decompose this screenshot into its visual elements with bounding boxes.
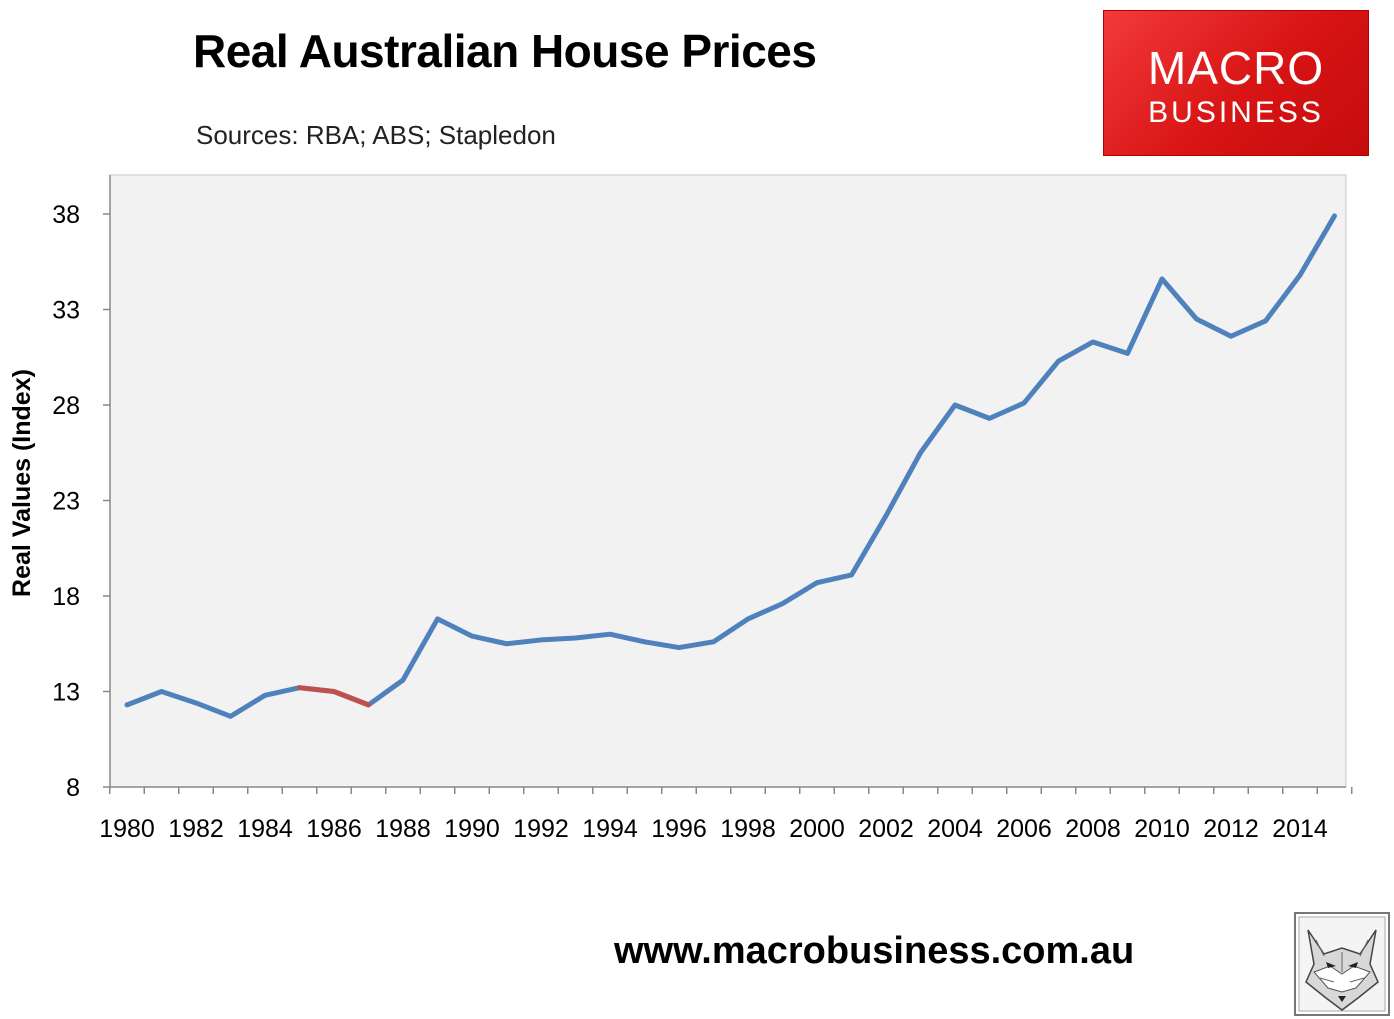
data-point bbox=[437, 618, 438, 620]
data-point bbox=[609, 633, 611, 635]
x-tick-label: 1982 bbox=[168, 815, 224, 843]
data-point bbox=[161, 691, 162, 692]
data-point bbox=[1023, 402, 1025, 404]
x-tick-label: 2008 bbox=[1065, 815, 1121, 843]
data-point bbox=[920, 452, 921, 454]
chart-sources: Sources: RBA; ABS; Stapledon bbox=[196, 120, 556, 150]
tick-labels: 8 13 18 23 28 33 38 1980 1982 1984 1986 1988 1990 199… bbox=[52, 201, 1328, 843]
data-point bbox=[782, 603, 783, 605]
chart-title: Real Australian House Prices bbox=[193, 25, 817, 77]
data-point bbox=[747, 618, 749, 620]
x-tick-label: 2010 bbox=[1134, 815, 1190, 843]
data-point bbox=[885, 515, 887, 517]
data-point bbox=[575, 637, 576, 639]
x-tick-label: 2000 bbox=[789, 815, 845, 843]
y-tick-label: 33 bbox=[52, 297, 80, 325]
data-point bbox=[1161, 278, 1163, 280]
data-point bbox=[264, 694, 266, 696]
data-point bbox=[1230, 335, 1232, 337]
y-tick-label: 13 bbox=[52, 679, 80, 707]
website-url: www.macrobusiness.com.au bbox=[614, 930, 1135, 972]
data-point bbox=[1196, 318, 1197, 320]
data-point bbox=[1092, 341, 1094, 343]
x-tick-label: 2004 bbox=[927, 815, 983, 843]
fox-logo-icon bbox=[1294, 912, 1390, 1016]
macrobusiness-logo: MACRO BUSINESS bbox=[1103, 10, 1369, 156]
data-point bbox=[1299, 274, 1301, 276]
x-tick-label: 2012 bbox=[1203, 815, 1259, 843]
data-point bbox=[1334, 215, 1335, 217]
data-point bbox=[678, 647, 680, 649]
data-point bbox=[644, 641, 645, 643]
series-lines bbox=[124, 213, 1337, 719]
logo-line-macro: MACRO bbox=[1147, 42, 1325, 94]
data-point bbox=[540, 639, 542, 641]
data-point bbox=[506, 643, 507, 645]
plot-area bbox=[109, 174, 1347, 788]
data-point bbox=[1058, 360, 1059, 362]
x-tick-label: 1994 bbox=[582, 815, 638, 843]
x-tick-label: 1996 bbox=[651, 815, 707, 843]
data-point bbox=[954, 404, 956, 406]
x-tick-label: 1998 bbox=[720, 815, 776, 843]
data-point bbox=[851, 574, 852, 576]
data-point bbox=[195, 702, 197, 704]
data-point bbox=[126, 704, 128, 706]
x-tick-label: 2014 bbox=[1272, 815, 1328, 843]
x-tick-label: 1990 bbox=[444, 815, 500, 843]
x-tick-label: 1986 bbox=[306, 815, 362, 843]
logo-line-business: BUSINESS bbox=[1148, 96, 1324, 129]
y-tick-label: 8 bbox=[66, 774, 80, 802]
data-point bbox=[471, 635, 473, 637]
x-tick-label: 2002 bbox=[858, 815, 914, 843]
data-point bbox=[713, 641, 714, 643]
axes bbox=[103, 175, 1353, 794]
x-tick-label: 1992 bbox=[513, 815, 569, 843]
data-point bbox=[230, 715, 231, 717]
y-tick-label: 23 bbox=[52, 488, 80, 516]
x-tick-label: 1984 bbox=[237, 815, 293, 843]
y-tick-label: 18 bbox=[52, 583, 80, 611]
y-tick-label: 28 bbox=[52, 392, 80, 420]
data-point bbox=[816, 582, 818, 584]
y-tick-label: 38 bbox=[52, 201, 80, 229]
data-point bbox=[1127, 352, 1128, 354]
x-tick-label: 1988 bbox=[375, 815, 431, 843]
data-point bbox=[1265, 320, 1266, 322]
y-axis-label: Real Values (Index) bbox=[8, 369, 36, 597]
x-tick-label: 1980 bbox=[99, 815, 155, 843]
highlight-segment bbox=[297, 685, 371, 708]
data-point bbox=[402, 679, 404, 681]
x-tick-label: 2006 bbox=[996, 815, 1052, 843]
data-point bbox=[989, 417, 990, 419]
